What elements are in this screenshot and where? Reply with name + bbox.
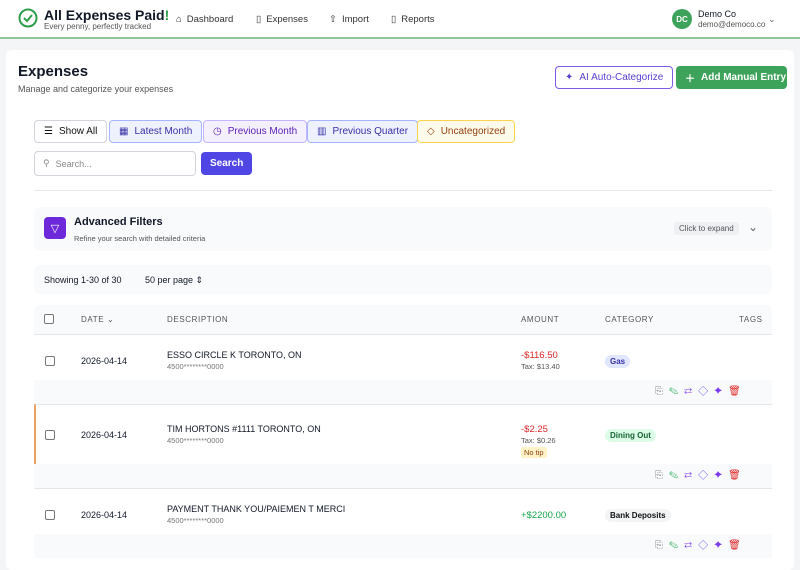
filter-icon: ▽ <box>44 217 66 239</box>
quick-filter[interactable]: ☰ Show All <box>34 120 108 143</box>
row-actions[interactable]: ⎘✎⇄◇✦🗑 <box>655 540 747 551</box>
col-category: CATEGORY <box>605 315 654 324</box>
row-category[interactable]: Dining Out <box>605 429 656 442</box>
row-actions-bar <box>34 464 772 488</box>
avatar[interactable]: DC <box>672 9 692 29</box>
header: All Expenses Paid! Every penny, perfectl… <box>0 0 800 39</box>
row-amount: -$116.50 <box>521 350 558 361</box>
row-category[interactable]: Bank Deposits <box>605 509 671 522</box>
quick-filter[interactable]: ▥ Previous Quarter <box>307 120 419 143</box>
row-checkbox[interactable] <box>45 510 55 520</box>
divider <box>34 190 772 191</box>
row-date: 2026-04-14 <box>81 356 128 366</box>
quick-filter[interactable]: ◇ Uncategorized <box>417 120 516 143</box>
tagline: Every penny, perfectly tracked <box>44 22 152 31</box>
row-checkbox[interactable] <box>45 430 55 440</box>
nav-label: Dashboard <box>186 14 234 25</box>
button-label: Add Manual Entry <box>701 72 787 83</box>
row-date: 2026-04-14 <box>81 510 128 520</box>
row-actions-bar <box>34 380 772 404</box>
ai-button[interactable]: ✦ AI Auto-Categorize <box>555 66 674 89</box>
logo <box>18 8 38 28</box>
row-actions[interactable]: ⎘✎⇄◇✦🗑 <box>655 470 747 481</box>
col-tags: TAGS <box>739 315 763 324</box>
nav-label: Reports <box>401 14 435 25</box>
advanced-filters[interactable] <box>34 207 772 251</box>
add-button[interactable]: ＋ Add Manual Entry <box>676 66 787 89</box>
row-tax: Tax: $13.40 <box>521 362 560 371</box>
nav-import[interactable]: ⇧ Import <box>329 14 369 25</box>
user-menu[interactable]: ⌄ <box>768 14 776 24</box>
brand-mark: ! <box>164 7 170 23</box>
filter-label: Previous Quarter <box>332 126 409 137</box>
search-button[interactable]: Search <box>201 152 253 175</box>
row-actions[interactable]: ⎘✎⇄◇✦🗑 <box>655 386 747 397</box>
filter-label: Show All <box>58 126 98 137</box>
col-date[interactable]: DATE ⌄ <box>81 315 115 324</box>
user-email: demo@democo.co <box>698 20 766 29</box>
row-amount: -$2.25 <box>521 424 548 435</box>
row-description: ESSO CIRCLE K TORONTO, ON <box>167 350 302 360</box>
nav-dashboard[interactable]: ⌂ Dashboard <box>176 14 234 25</box>
nav-label: Import <box>341 14 369 25</box>
row-description: TIM HORTONS #1111 TORONTO, ON <box>167 424 321 434</box>
nav-expenses[interactable]: ▯ Expenses <box>256 14 308 25</box>
pagination <box>34 265 772 294</box>
row-card: 4500********0000 <box>167 516 224 525</box>
expand-hint: Click to expand <box>674 222 739 235</box>
placeholder: Search... <box>55 158 92 169</box>
select-all[interactable] <box>44 314 54 324</box>
row-description: PAYMENT THANK YOU/PAIEMEN T MERCI <box>167 504 346 514</box>
row-badge: No tip <box>521 447 547 458</box>
brand: All Expenses Paid <box>44 7 165 23</box>
col-amount: AMOUNT <box>521 315 560 324</box>
chevron: ⌄ <box>748 220 759 234</box>
filter-label: Latest Month <box>134 126 193 137</box>
row-category[interactable]: Gas <box>605 355 631 368</box>
row-card: 4500********0000 <box>167 436 224 445</box>
row-card: 4500********0000 <box>167 362 224 371</box>
advanced-subtitle: Refine your search with detailed criteri… <box>74 234 206 243</box>
per-page[interactable]: 50 per page ⇕ <box>145 275 204 285</box>
row-date: 2026-04-14 <box>81 430 128 440</box>
quick-filter[interactable]: ◷ Previous Month <box>203 120 308 143</box>
per-page-label: 50 per page <box>145 275 194 285</box>
row-checkbox[interactable] <box>45 356 55 366</box>
page-title: Expenses <box>18 63 89 80</box>
user-name: Demo Co <box>698 9 737 19</box>
row-tax: Tax: $0.26 <box>521 436 556 445</box>
advanced-title: Advanced Filters <box>74 216 163 228</box>
table-header <box>34 305 772 334</box>
showing: Showing 1-30 of 30 <box>44 275 122 285</box>
search-input[interactable]: ⚲ Search... <box>34 151 196 176</box>
filter-label: Previous Month <box>227 126 298 137</box>
quick-filter[interactable]: ▦ Latest Month <box>109 120 203 143</box>
col-label: DATE <box>81 315 105 324</box>
row-actions-bar <box>34 534 772 558</box>
page-subtitle: Manage and categorize your expenses <box>18 84 174 94</box>
nav-reports[interactable]: ▯ Reports <box>391 14 435 25</box>
col-description: DESCRIPTION <box>167 315 229 324</box>
button-label: AI Auto-Categorize <box>579 72 664 83</box>
filter-label: Uncategorized <box>440 126 506 137</box>
nav-label: Expenses <box>266 14 308 25</box>
row-amount: +$2200.00 <box>521 510 567 521</box>
